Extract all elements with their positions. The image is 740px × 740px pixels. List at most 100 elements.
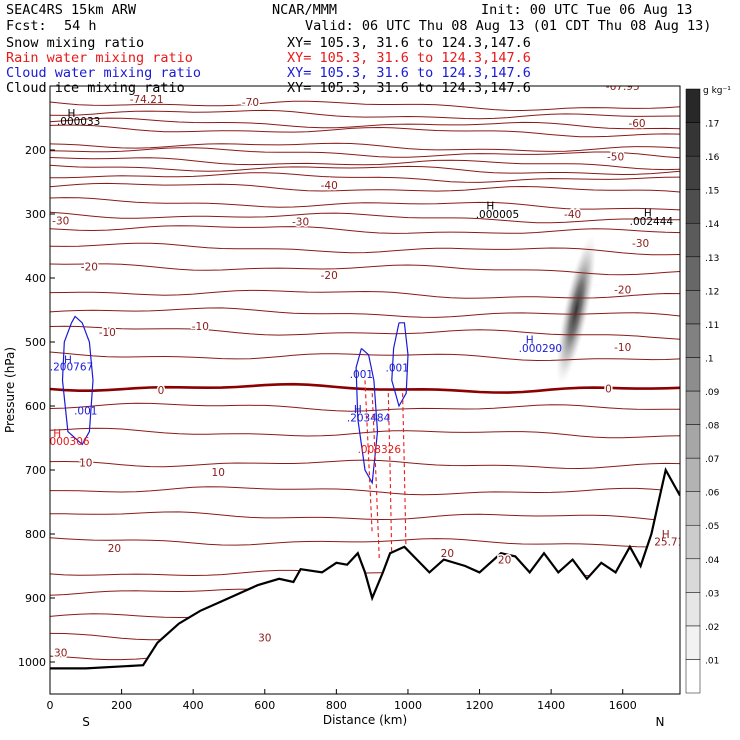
colorbar-unit: g kg⁻¹ xyxy=(703,86,731,96)
colorbar-swatch xyxy=(685,659,701,694)
field-ice-xy: XY= 105.3, 31.6 to 124.3,147.6 xyxy=(287,80,531,96)
maximum-label: H xyxy=(64,354,72,366)
isotherm-label: -30 xyxy=(292,217,309,229)
colorbar-swatch xyxy=(685,323,701,358)
y-tick-label: 400 xyxy=(25,272,46,285)
rain-contour xyxy=(371,393,380,560)
cloud-ice-shading xyxy=(556,234,597,386)
isotherm-label: 10 xyxy=(212,467,225,479)
temperature-isotherm xyxy=(50,164,680,176)
isotherm-label: 10 xyxy=(79,457,92,469)
x-axis-label: Distance (km) xyxy=(323,713,407,727)
forecast-label: Fcst: xyxy=(6,18,47,34)
temperature-isotherm xyxy=(50,511,680,522)
temperature-isotherm xyxy=(50,147,680,159)
colorbar-swatch xyxy=(685,189,701,224)
plot-frame xyxy=(49,85,681,695)
temperature-isotherm xyxy=(50,211,680,224)
x-tick-label: 600 xyxy=(254,699,275,712)
maximum-label: -74.21 xyxy=(130,94,164,106)
cloud-center-a-contour xyxy=(355,347,379,485)
colorbar-tick-label: .12 xyxy=(705,287,719,297)
isotherm-label: 0 xyxy=(158,385,165,397)
field-ice-name: Cloud ice mixing ratio xyxy=(6,80,185,96)
colorbar-swatch xyxy=(685,290,701,325)
maximum-label: .000306 xyxy=(46,436,90,448)
temperature-isotherm xyxy=(50,197,680,211)
maximum-label: H xyxy=(526,334,534,346)
isotherm-label: -20 xyxy=(81,261,98,273)
maximum-label: .001 xyxy=(74,405,97,417)
colorbar-swatch xyxy=(685,625,701,660)
colorbar-swatch xyxy=(685,491,701,526)
colorbar-swatch xyxy=(685,155,701,190)
field-rain-xy: XY= 105.3, 31.6 to 124.3,147.6 xyxy=(287,50,531,66)
maximum-label: .001 xyxy=(386,363,409,375)
isotherm-label: 30 xyxy=(258,633,271,645)
x-tick-label: 1200 xyxy=(466,699,494,712)
isotherm-label: 20 xyxy=(498,555,511,567)
maximum-label: -67.95 xyxy=(606,81,640,93)
x-tick-label: 1600 xyxy=(609,699,637,712)
isotherm-label: -20 xyxy=(321,270,338,282)
temperature-isotherm xyxy=(50,427,680,439)
cloud-center-b-contour xyxy=(391,322,409,408)
temperature-isotherm xyxy=(50,402,680,412)
north-end-label: N xyxy=(656,715,665,729)
temperature-isotherm xyxy=(50,242,680,256)
colorbar-tick-label: .03 xyxy=(705,589,719,599)
init-time: Init: 00 UTC Tue 06 Aug 13 xyxy=(481,2,693,18)
field-snow-name: Snow mixing ratio xyxy=(6,35,145,51)
colorbar-tick-label: .13 xyxy=(705,254,719,264)
maximum-label: .008326 xyxy=(358,444,402,456)
isotherm-label: -10 xyxy=(614,342,631,354)
y-tick-label: 200 xyxy=(25,144,46,157)
y-tick-label: 500 xyxy=(25,336,46,349)
maximum-label: H xyxy=(354,404,362,416)
y-axis-label: Pressure (hPa) xyxy=(3,347,17,433)
field-rain-name: Rain water mixing ratio xyxy=(6,50,193,66)
maximum-label: .203484 xyxy=(347,413,391,425)
isotherm-label: -10 xyxy=(192,321,209,333)
colorbar-tick-label: .14 xyxy=(705,220,720,230)
isotherm-label: 0 xyxy=(605,384,612,396)
x-tick-label: 0 xyxy=(47,699,54,712)
maximum-label: H xyxy=(486,201,494,213)
temperature-isotherm xyxy=(50,117,680,130)
temperature-isotherm xyxy=(50,459,680,470)
south-end-label: S xyxy=(82,715,90,729)
isotherm-label: 30 xyxy=(54,647,67,659)
colorbar-tick-label: .02 xyxy=(705,623,719,633)
maximum-label: H xyxy=(662,529,670,541)
maximum-label: H xyxy=(644,208,652,220)
isotherm-label: -10 xyxy=(99,327,116,339)
y-tick-label: 700 xyxy=(25,464,46,477)
colorbar-tick-label: .15 xyxy=(705,187,719,197)
field-cloud-xy: XY= 105.3, 31.6 to 124.3,147.6 xyxy=(287,65,531,81)
maximum-label: H xyxy=(53,428,61,440)
isotherm-label: -40 xyxy=(321,180,338,192)
colorbar-swatch xyxy=(685,457,701,492)
valid-time: Valid: 06 UTC Thu 08 Aug 13 (01 CDT Thu … xyxy=(305,18,712,34)
isotherm-label: 20 xyxy=(441,548,454,560)
colorbar-swatch xyxy=(685,122,701,157)
temperature-isotherm xyxy=(50,225,680,234)
terrain-profile xyxy=(50,466,680,670)
maximum-label: H xyxy=(68,108,76,120)
maximum-label: .000005 xyxy=(476,209,519,221)
colorbar-tick-label: .09 xyxy=(705,388,720,398)
colorbar-swatch xyxy=(685,592,701,627)
x-tick-label: 200 xyxy=(111,699,132,712)
isotherm-label: -50 xyxy=(607,151,624,163)
isotherm-label: -20 xyxy=(614,285,631,297)
colorbar-swatch xyxy=(685,256,701,291)
colorbar-swatch xyxy=(685,390,701,425)
temperature-isotherm xyxy=(50,307,680,318)
y-tick-label: 600 xyxy=(25,400,46,413)
isotherm-label: 20 xyxy=(108,543,121,555)
colorbar-tick-label: .1 xyxy=(705,354,714,364)
temperature-isotherm xyxy=(50,537,680,548)
colorbar-tick-label: .16 xyxy=(705,153,720,163)
colorbar-tick-label: .05 xyxy=(705,522,719,532)
